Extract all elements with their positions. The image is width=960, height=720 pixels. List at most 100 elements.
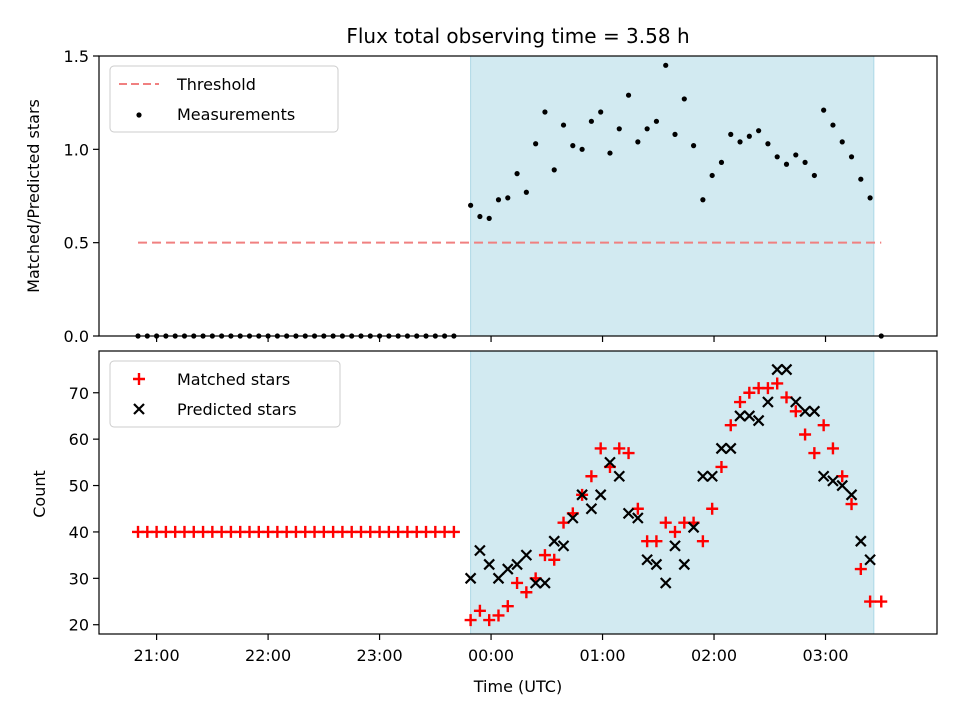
predicted-star-point [483,558,495,571]
predicted-star-point [557,540,570,552]
x-tick-label: 02:00 [691,646,737,665]
measurement-point [560,122,567,128]
measurement-point [858,176,864,182]
count-y-tick-label: 20 [69,616,89,635]
ratio-y-axis-label: Matched/Predicted stars [24,99,43,293]
predicted-star-point [576,489,588,501]
matched-star-point [845,498,858,511]
matched-star-point [659,516,672,529]
measurement-point [793,152,799,158]
measurement-point [477,213,483,220]
matched-star-point [696,535,709,548]
ratio-y-tick-label: 1.5 [64,47,89,66]
matched-star-point [715,460,728,473]
matched-star-point [854,563,867,576]
x-tick-label: 21:00 [134,646,180,665]
measurements-legend-label: Measurements [177,105,295,124]
measurement-point [765,141,771,147]
predicted-star-point [771,363,783,376]
matched-star-point [492,609,505,622]
predicted-star-point [678,558,691,571]
matched-star-point [538,549,551,562]
measurement-point [756,128,762,134]
matched-star-point [743,386,756,399]
predicted-star-point [697,470,709,483]
measurement-point [635,139,641,145]
ratio-panel: 0.0 0.5 1.0 1.5 Matched/Predicted stars Thr… [24,47,938,346]
predicted-star-point [492,572,505,585]
measurement-point [821,107,827,113]
measurement-point [551,167,557,173]
predicted-star-point [632,512,644,524]
ratio-y-tick-label: 1.0 [64,140,89,159]
predicted-star-point [613,470,626,483]
x-tick-label: 22:00 [245,646,291,665]
predicted-star-point [659,577,672,589]
x-axis-label: Time (UTC) [473,677,562,696]
predicted-star-point [604,456,616,469]
chart-title: Flux total observing time = 3.58 h [346,24,689,48]
count-points [132,363,888,627]
count-x-ticks: 21:00 22:00 23:00 00:00 01:00 02:00 03:00 [134,634,849,665]
ratio-legend-box [109,65,339,133]
predicted-star-point [743,410,756,422]
measurements-legend-swatch [136,112,142,118]
predicted-star-point [855,535,867,547]
predicted-star-point [706,470,718,483]
matched-star-point [501,600,514,613]
matched-star-point [548,553,561,566]
matched-star-point [706,502,719,515]
measurement-point [672,131,678,137]
measurement-point [486,215,492,221]
measurement-point [700,197,706,203]
measurement-point [514,171,520,177]
count-y-tick-label: 70 [69,384,89,403]
count-y-tick-label: 30 [69,569,89,588]
ratio-y-tick-label: 0.0 [64,327,89,346]
measurement-point [728,131,734,137]
matched-star-point [520,586,533,599]
predicted-star-point [864,553,876,566]
counts-panel: 20 30 40 50 60 70 21:00 22:00 23:00 00:00 01:00 02… [30,350,938,696]
matched-star-point [826,442,839,455]
matched-star-point [799,428,812,441]
measurement-point [653,118,660,124]
measurement-point [867,195,873,201]
measurement-point [718,159,725,165]
matched-star-point [864,595,877,608]
count-plot-frame [98,350,938,635]
measurement-point [709,172,715,179]
predicted-star-point [520,549,533,561]
predicted-star-point [845,489,858,501]
count-y-axis-label: Count [30,470,49,518]
measurement-point [598,109,604,115]
count-y-tick-label: 60 [69,430,89,449]
matched-star-point [734,396,747,409]
count-legend-box [109,360,341,428]
measurement-point [690,143,697,149]
observing-window-shade-bottom [470,350,875,635]
measurement-point [616,126,622,132]
measurement-point [468,202,474,208]
x-tick-label: 01:00 [579,646,625,665]
measurement-point [607,150,613,156]
matched-star-point [613,442,626,455]
threshold-legend-label: Threshold [176,75,256,94]
predicted-star-point [808,405,821,418]
measurement-point [663,62,669,68]
predicted-star-point [511,558,523,571]
matched-star-point [622,447,635,460]
measurement-point [783,161,790,167]
count-legend: Matched stars Predicted stars [109,360,341,428]
predicted-star-point [502,563,514,575]
predicted-star-point [650,558,663,571]
matched-legend-swatch [133,373,145,385]
predicted-star-point [669,540,681,552]
x-tick-label: 03:00 [802,646,848,665]
predicted-legend-swatch [133,403,145,415]
measurement-point [848,154,855,160]
predicted-star-point [548,535,561,547]
predicted-star-point [817,470,830,483]
matched-star-point [473,604,486,617]
